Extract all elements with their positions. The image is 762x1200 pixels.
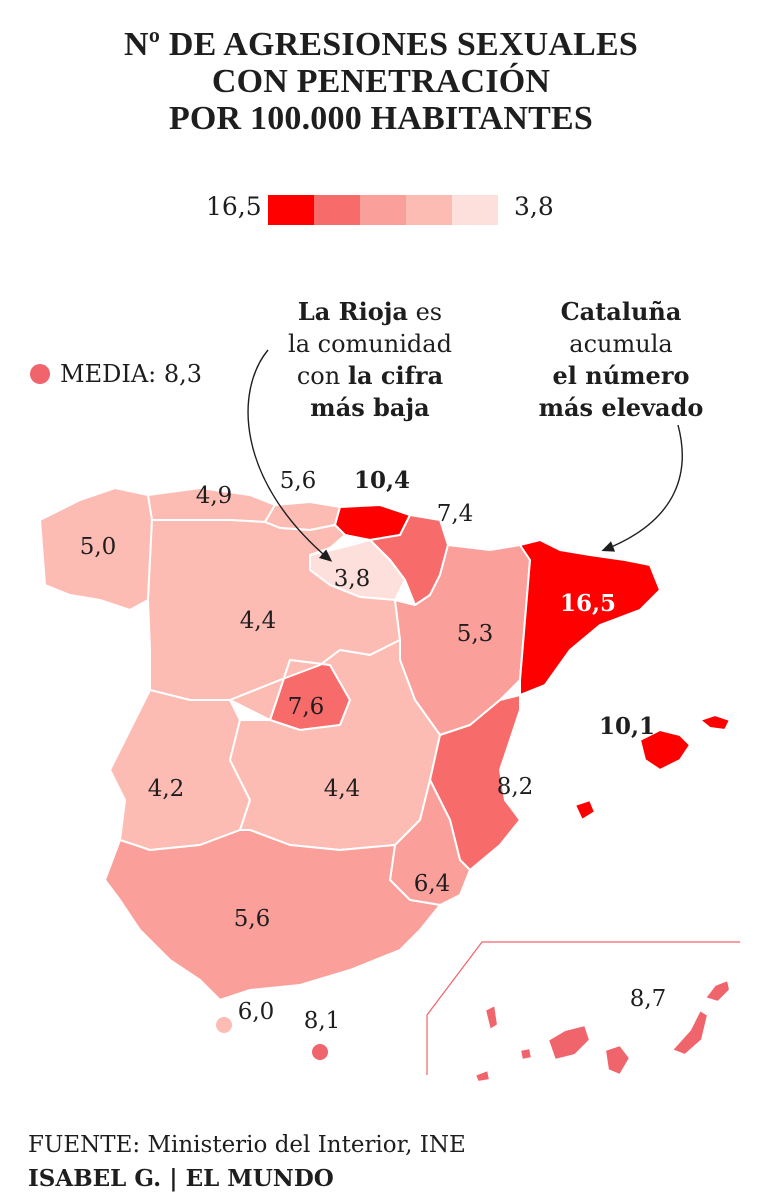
cataluna-text-2: acumula [569,330,673,358]
average-marker: MEDIA: 8,3 [30,360,202,388]
chart-title: Nº DE AGRESIONES SEXUALES CON PENETRACIÓ… [0,26,762,137]
annotation-arrows [247,349,683,562]
legend-swatch-1 [268,195,314,225]
canarias-inset-frame [426,941,740,1075]
cataluna-bold-3: el número [552,361,690,390]
title-line-2: CON PENETRACIÓN [211,63,551,100]
cataluna-bold-1: Cataluña [560,297,682,326]
average-dot [30,364,50,384]
region-canarias [474,979,731,1083]
region-extremadura [109,689,251,851]
value-label-arag-n: 5,3 [457,621,494,647]
value-label-madrid: 7,6 [288,694,325,720]
arrow-rioja [247,349,333,562]
cataluna-bold-4: más elevado [538,393,704,422]
value-label-melilla: 8,1 [304,1008,341,1034]
value-label-catalu-a: 16,5 [560,590,616,617]
value-label-asturias: 4,9 [196,483,233,509]
region-value-labels: 5,0 4,9 5,6 10,4 7,4 3,8 4,4 5,3 16,5 7,6 4,2 4,4 8,… [80,467,667,1034]
value-label-navarra: 7,4 [437,501,474,527]
credit-text: ISABEL G. | EL MUNDO [28,1165,334,1192]
region-ceuta [214,1015,234,1035]
legend-swatch-5 [452,195,498,225]
value-label-baleares: 10,1 [599,713,655,740]
value-label-c-valenciana: 8,2 [497,774,534,800]
arrow-cataluna [601,424,683,552]
annotation-rioja: La Rioja es la comunidad con la cifra má… [280,296,460,424]
region-melilla [310,1042,330,1062]
source-text: FUENTE: Ministerio del Interior, INE [28,1132,466,1158]
region-cataluna [519,539,661,696]
value-label-andaluc-a: 5,6 [234,906,271,932]
value-label-canarias: 8,7 [630,986,667,1012]
annotation-cataluna: Cataluña acumula el número más elevado [536,296,706,424]
rioja-text-3: con [296,362,348,390]
value-label-extremadura: 4,2 [148,776,185,802]
region-andalucia [104,829,441,1001]
legend-min-label: 3,8 [514,192,554,221]
rioja-bold-1: La Rioja [297,297,408,326]
rioja-bold-3: la cifra [347,361,444,390]
title-line-3: POR 100.000 HABITANTES [168,100,594,137]
value-label-murcia: 6,4 [414,871,451,897]
average-label: MEDIA: 8,3 [60,360,203,388]
value-label-la-rioja: 3,8 [334,566,371,592]
value-label-cantabria: 5,6 [280,468,317,494]
value-label-ceuta: 6,0 [238,999,275,1025]
value-label-castilla-la-mancha: 4,4 [324,776,361,802]
rioja-bold-4: más baja [310,393,430,422]
footer: FUENTE: Ministerio del Interior, INE ISA… [28,1128,466,1196]
legend-color-scale [268,195,498,225]
legend-swatch-3 [360,195,406,225]
legend-max-label: 16,5 [206,192,262,221]
title-line-1: Nº DE AGRESIONES SEXUALES [123,26,639,63]
region-baleares [574,714,731,821]
value-label-galicia: 5,0 [80,534,117,560]
rioja-text-2: la comunidad [288,330,452,358]
legend-swatch-2 [314,195,360,225]
rioja-text-1: es [407,298,443,326]
value-label-castilla-y-le-n: 4,4 [240,608,277,634]
legend-swatch-4 [406,195,452,225]
value-label-pa-s-vasco: 10,4 [354,467,410,494]
